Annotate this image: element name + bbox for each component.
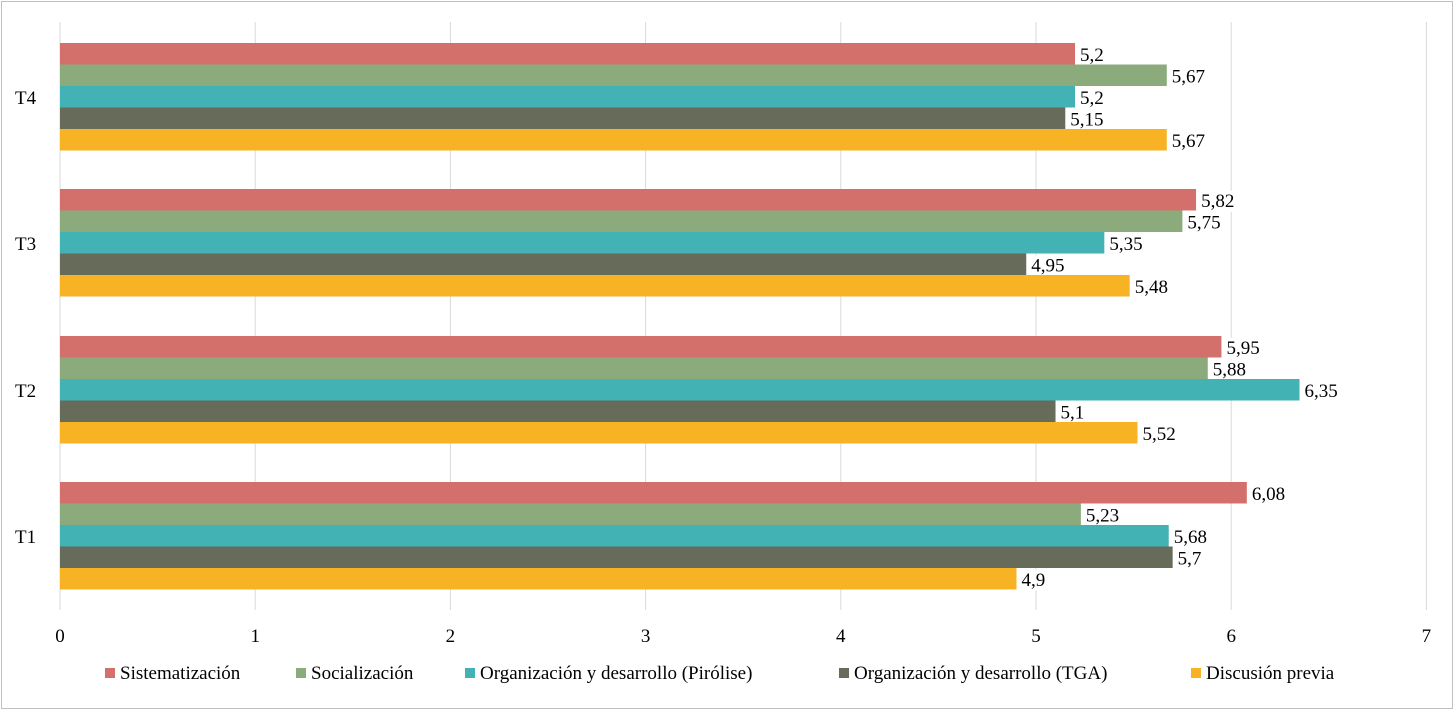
legend-swatch [839, 668, 849, 678]
bar [60, 275, 1130, 297]
data-label: 5,23 [1086, 505, 1119, 526]
bar [60, 129, 1167, 151]
data-label: 5,68 [1174, 527, 1207, 548]
bar [60, 189, 1197, 211]
data-label-background [1058, 402, 1087, 424]
data-label: 5,75 [1187, 212, 1220, 233]
legend-swatch [105, 668, 115, 678]
data-label-background [1210, 359, 1249, 381]
x-tick-label: 2 [446, 626, 456, 647]
bar [60, 568, 1017, 590]
x-tick-label: 0 [55, 626, 65, 647]
bar [60, 503, 1081, 525]
bar [60, 107, 1066, 129]
legend-label: Discusión previa [1206, 663, 1335, 684]
data-label-background [1199, 190, 1237, 212]
bar [60, 400, 1056, 422]
bar [60, 253, 1027, 275]
bar [60, 379, 1300, 401]
data-label: 5,88 [1213, 359, 1246, 380]
bar [60, 336, 1222, 358]
data-label-background [1029, 255, 1067, 277]
bar [60, 86, 1076, 108]
bar [60, 482, 1247, 504]
data-label-background [1224, 337, 1262, 359]
bar [60, 422, 1138, 444]
data-label-background [1078, 87, 1106, 109]
legend-swatch [296, 668, 306, 678]
bar [60, 64, 1167, 86]
x-tick-label: 1 [250, 626, 260, 647]
x-tick-label: 7 [1422, 626, 1432, 647]
data-label: 6,35 [1305, 381, 1338, 402]
data-label-background [1249, 483, 1288, 505]
legend-swatch [1191, 668, 1201, 678]
data-label: 5,67 [1172, 66, 1205, 87]
x-tick-label: 6 [1226, 626, 1236, 647]
data-label-background [1169, 66, 1208, 88]
data-label-background [1132, 276, 1170, 298]
bar [60, 43, 1076, 65]
data-label: 5,2 [1080, 88, 1104, 109]
data-label: 5,2 [1080, 45, 1104, 66]
data-label: 5,48 [1135, 277, 1168, 298]
data-label-background [1019, 569, 1048, 591]
data-label-background [1078, 44, 1106, 66]
y-category-label: T1 [15, 527, 36, 548]
bar [60, 525, 1169, 547]
y-category-label: T4 [15, 88, 37, 109]
data-label: 4,9 [1021, 570, 1045, 591]
data-label-background [1175, 548, 1204, 570]
bar [60, 210, 1183, 232]
x-tick-label: 4 [836, 626, 846, 647]
data-label: 5,67 [1172, 131, 1205, 152]
data-label-background [1083, 505, 1122, 527]
data-label-background [1140, 423, 1178, 445]
bar [60, 232, 1105, 254]
data-label: 5,1 [1061, 402, 1085, 423]
data-label-background [1185, 212, 1223, 234]
y-category-label: T3 [15, 234, 36, 255]
data-label-background [1107, 233, 1145, 255]
legend-label: Organización y desarrollo (Pirólise) [480, 663, 752, 684]
legend-label: Organización y desarrollo (TGA) [854, 663, 1107, 684]
legend-label: Sistematización [120, 663, 241, 684]
data-label: 5,35 [1109, 234, 1142, 255]
data-label-background [1302, 380, 1340, 402]
x-tick-label: 5 [1031, 626, 1041, 647]
legend-label: Socialización [311, 663, 414, 684]
data-label: 5,82 [1201, 191, 1234, 212]
y-category-label: T2 [15, 381, 36, 402]
data-label-background [1171, 526, 1209, 548]
data-label: 5,95 [1226, 338, 1259, 359]
x-tick-label: 3 [641, 626, 651, 647]
bar [60, 546, 1173, 568]
data-label: 5,7 [1178, 548, 1202, 569]
bar [60, 357, 1208, 379]
data-label: 4,95 [1031, 255, 1064, 276]
data-label: 6,08 [1252, 484, 1285, 505]
data-label-background [1169, 130, 1208, 152]
data-label: 5,52 [1143, 424, 1176, 445]
legend-swatch [465, 668, 475, 678]
data-label: 5,15 [1070, 109, 1103, 130]
data-label-background [1068, 109, 1106, 131]
